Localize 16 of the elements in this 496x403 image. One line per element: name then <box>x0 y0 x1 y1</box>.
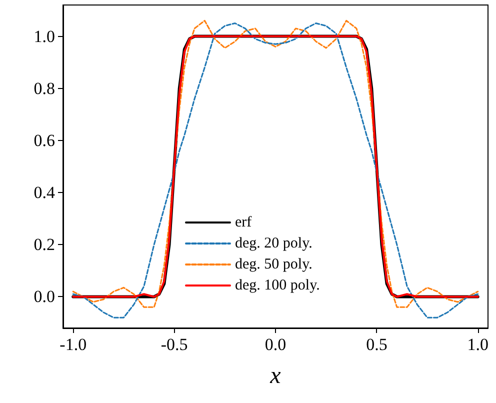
x-tick-label: 1.0 <box>467 335 489 354</box>
y-tick-label: 0.4 <box>34 183 56 202</box>
legend-label: deg. 20 poly. <box>235 236 312 252</box>
legend-label: erf <box>235 214 252 230</box>
x-tick-label: -0.5 <box>160 335 188 354</box>
legend-label: deg. 50 poly. <box>235 256 312 272</box>
legend-label: deg. 100 poly. <box>235 278 320 294</box>
x-tick-label: 0.0 <box>264 335 286 354</box>
y-tick-label: 0.8 <box>34 78 55 98</box>
y-tick-label: 1.0 <box>34 26 55 46</box>
x-tick-label: -1.0 <box>60 335 87 354</box>
y-tick-label: 0.6 <box>34 130 55 150</box>
y-tick-label: 0.2 <box>34 235 55 254</box>
x-tick-label: 0.5 <box>366 335 388 354</box>
x-axis-title: x <box>269 363 282 389</box>
y-tick-label: 0.0 <box>34 287 55 306</box>
